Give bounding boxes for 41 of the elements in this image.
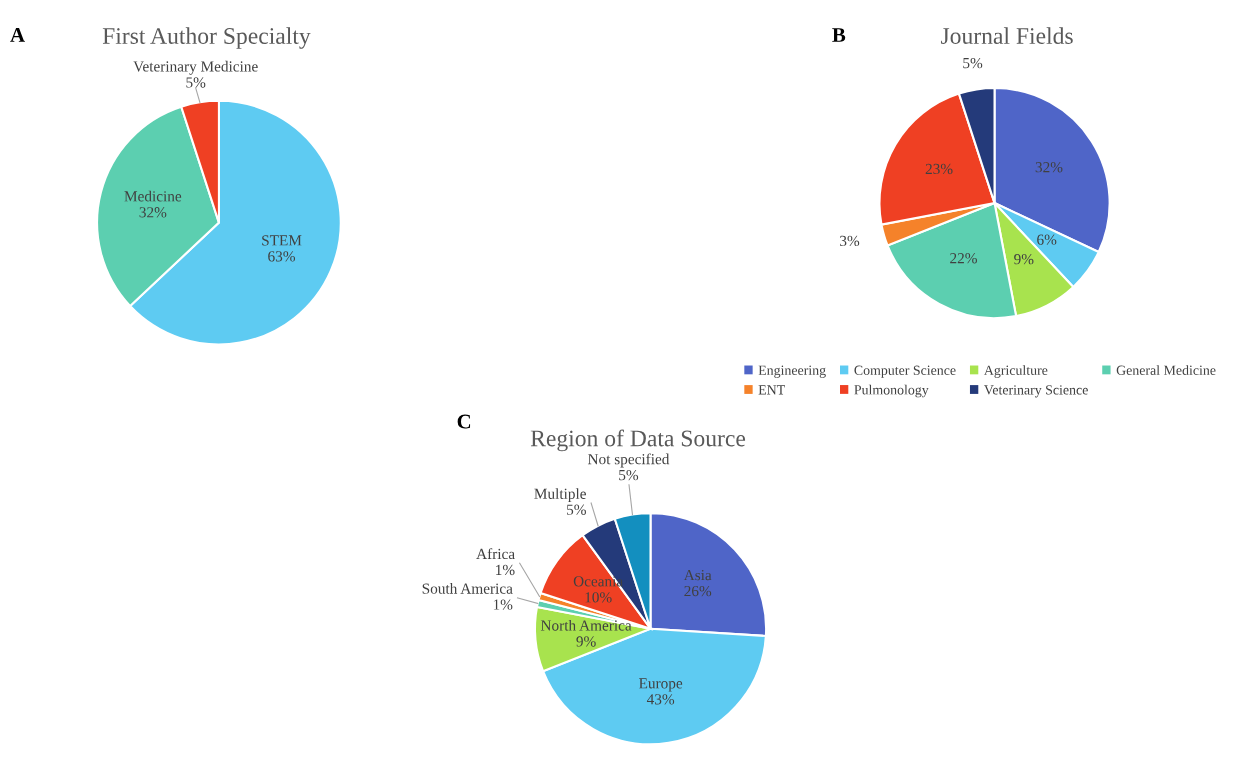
data-label: 5% — [963, 57, 983, 69]
data-label: 9% — [576, 636, 596, 647]
legend-label: Pulmonology — [854, 384, 929, 398]
slice-label: Asia — [683, 569, 712, 581]
data-label: 32% — [139, 207, 167, 218]
slice-label: Multiple — [534, 488, 586, 502]
legend-label: Veterinary Science — [984, 385, 1088, 398]
text: B — [832, 28, 846, 42]
slice-label: South America — [422, 583, 513, 594]
chart-title: First Author Specialty — [102, 27, 311, 49]
chart-title: Region of Data Source — [530, 429, 746, 452]
slice-label: STEM — [262, 235, 302, 246]
legend-label: Agriculture — [983, 365, 1048, 378]
data-label: 9% — [1014, 254, 1034, 265]
legend-label: ENT — [758, 385, 785, 395]
data-label: 1% — [493, 599, 513, 610]
slice-label: Medicine — [124, 190, 182, 202]
data-label: 63% — [268, 251, 296, 262]
legend-label: General Medicine — [1116, 365, 1216, 375]
data-label: 43% — [646, 694, 675, 705]
text: C — [457, 414, 471, 429]
legend-label: Engineering — [758, 365, 826, 378]
slice-label: Veterinary Medicine — [133, 60, 258, 75]
data-label: 32% — [1035, 162, 1063, 173]
data-label: 23% — [925, 163, 953, 175]
text: A — [10, 28, 25, 42]
data-label: 26% — [684, 585, 712, 597]
data-label: 1% — [496, 564, 515, 576]
data-label: 5% — [619, 469, 639, 481]
data-label: 3% — [840, 235, 860, 247]
chart-title: Journal Fields — [940, 27, 1073, 44]
slice-label: Africa — [476, 548, 515, 560]
slice-label: North America — [540, 619, 632, 631]
legend-label: Computer Science — [854, 365, 956, 378]
data-label: 5% — [567, 504, 586, 515]
data-label: 5% — [186, 77, 206, 88]
data-label: 22% — [950, 253, 977, 264]
data-label: 10% — [585, 592, 612, 603]
slice-label: Europe — [639, 678, 683, 692]
data-label: 6% — [1037, 234, 1057, 245]
slice-label: Not specified — [587, 453, 670, 468]
